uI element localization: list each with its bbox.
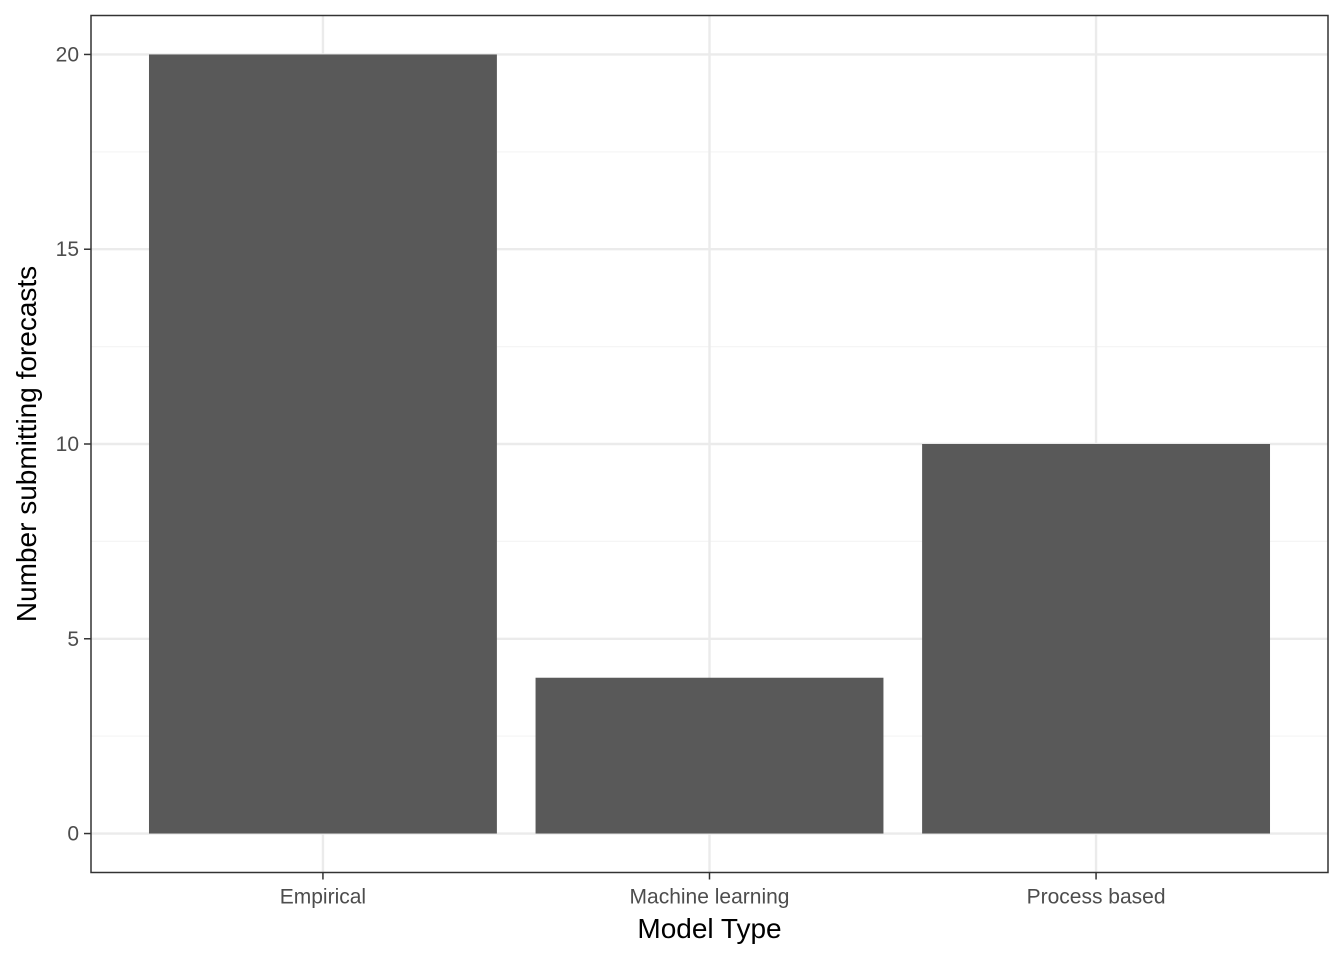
x-tick-label: Empirical xyxy=(280,886,366,909)
x-tick-label: Machine learning xyxy=(630,886,790,909)
y-tick-label: 20 xyxy=(56,43,79,66)
bar-process-based xyxy=(922,444,1271,834)
x-axis-title: Model Type xyxy=(637,913,781,944)
bar-empirical xyxy=(148,54,497,834)
y-axis-title: Number submitting forecasts xyxy=(11,266,42,622)
y-tick-label: 15 xyxy=(56,238,79,261)
y-tick-label: 5 xyxy=(67,628,79,651)
bars-layer xyxy=(148,54,1271,834)
axis-layer: 0 5 10 15 20 Empirical Machine learning Process… xyxy=(56,43,1166,908)
bar-machine-learning xyxy=(535,677,884,834)
x-tick-label: Process based xyxy=(1027,886,1166,909)
y-tick-label: 0 xyxy=(67,823,79,846)
y-tick-label: 10 xyxy=(56,433,79,456)
